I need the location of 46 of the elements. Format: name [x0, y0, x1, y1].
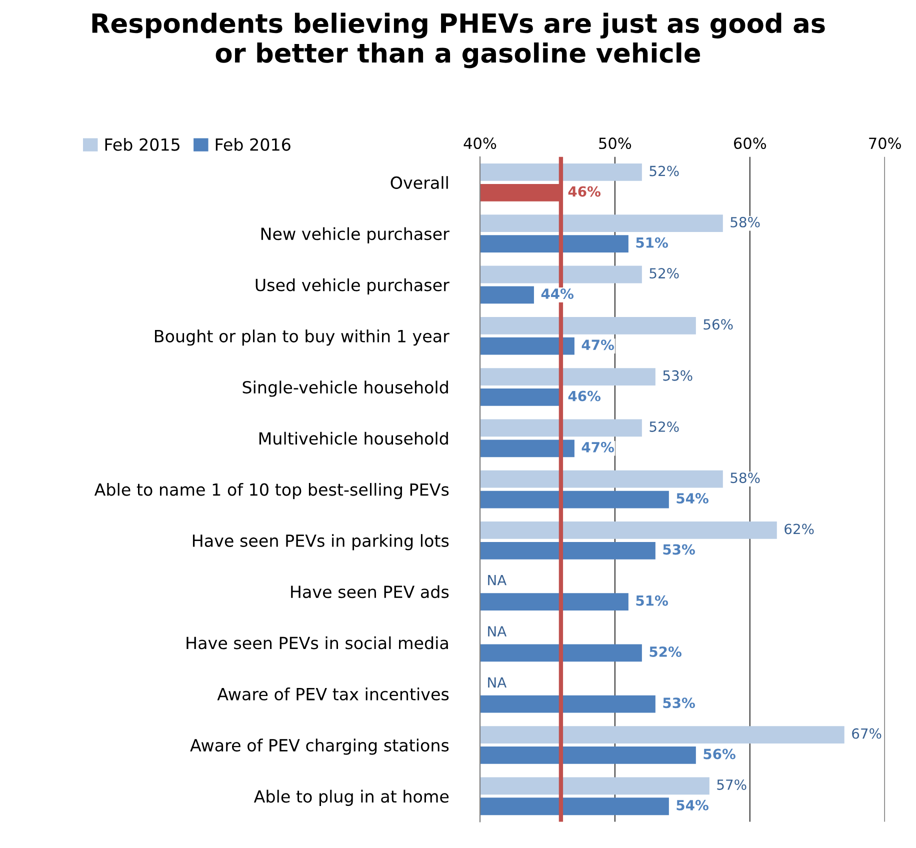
- text: NA: [488, 677, 507, 688]
- data-label: 67%: [852, 728, 882, 739]
- y-tick-label: Have seen PEV ads: [291, 585, 449, 598]
- data-label: 46%: [568, 390, 601, 402]
- data-label: 57%: [717, 779, 746, 790]
- data-label: 44%: [541, 288, 574, 299]
- y-tick-label: Have seen PEVs in social media: [186, 636, 448, 650]
- y-tick-label: Aware of PEV tax incentives: [217, 688, 449, 700]
- data-label: 52%: [650, 166, 679, 176]
- data-label: 62%: [784, 524, 814, 534]
- data-label: 54%: [676, 493, 708, 504]
- x-tick-label: 60%: [734, 138, 766, 150]
- data-label: 51%: [636, 237, 668, 248]
- data-label: 52%: [650, 421, 679, 432]
- y-tick-label: Have seen PEVs in parking lots: [192, 534, 449, 550]
- legend-label: Feb 2015: [105, 138, 180, 151]
- text: NA: [488, 575, 507, 586]
- x-tick-label: 70%: [869, 138, 901, 150]
- y-tick-label: New vehicle purchaser: [261, 227, 450, 244]
- data-label: 56%: [704, 748, 736, 760]
- data-label: 58%: [730, 216, 760, 228]
- chart-title: Respondents believing PHEVs are just as good as or better than a gasoline vehicle: [92, 12, 825, 68]
- data-label: 53%: [663, 370, 692, 381]
- y-tick-label: Aware of PEV charging stations: [190, 738, 449, 755]
- data-label: 46%: [568, 186, 601, 197]
- data-label: 47%: [582, 442, 614, 452]
- x-tick-label: 50%: [599, 138, 632, 150]
- data-label: 53%: [663, 698, 695, 708]
- data-label: 47%: [582, 340, 614, 350]
- data-label: 51%: [636, 595, 668, 606]
- data-label: 54%: [676, 800, 708, 810]
- y-tick-label: Bought or plan to buy within 1 year: [155, 330, 450, 346]
- data-label: 52%: [650, 268, 679, 279]
- y-tick-label: Multivehicle household: [259, 432, 448, 445]
- y-tick-label: Able to plug in at home: [254, 790, 449, 806]
- x-tick-label: 40%: [464, 138, 496, 150]
- y-tick-label: Used vehicle purchaser: [256, 278, 450, 295]
- data-label: 53%: [663, 544, 695, 555]
- data-label: 58%: [730, 472, 760, 484]
- y-tick-label: Overall: [390, 176, 448, 190]
- data-label: 52%: [650, 646, 682, 657]
- data-label: 56%: [704, 319, 733, 330]
- legend-label: Feb 2016: [216, 138, 290, 151]
- text: NA: [488, 626, 507, 636]
- y-tick-label: Single-vehicle household: [242, 380, 448, 397]
- y-tick-label: Able to name 1 of 10 top best-selling PEVs: [94, 482, 449, 500]
